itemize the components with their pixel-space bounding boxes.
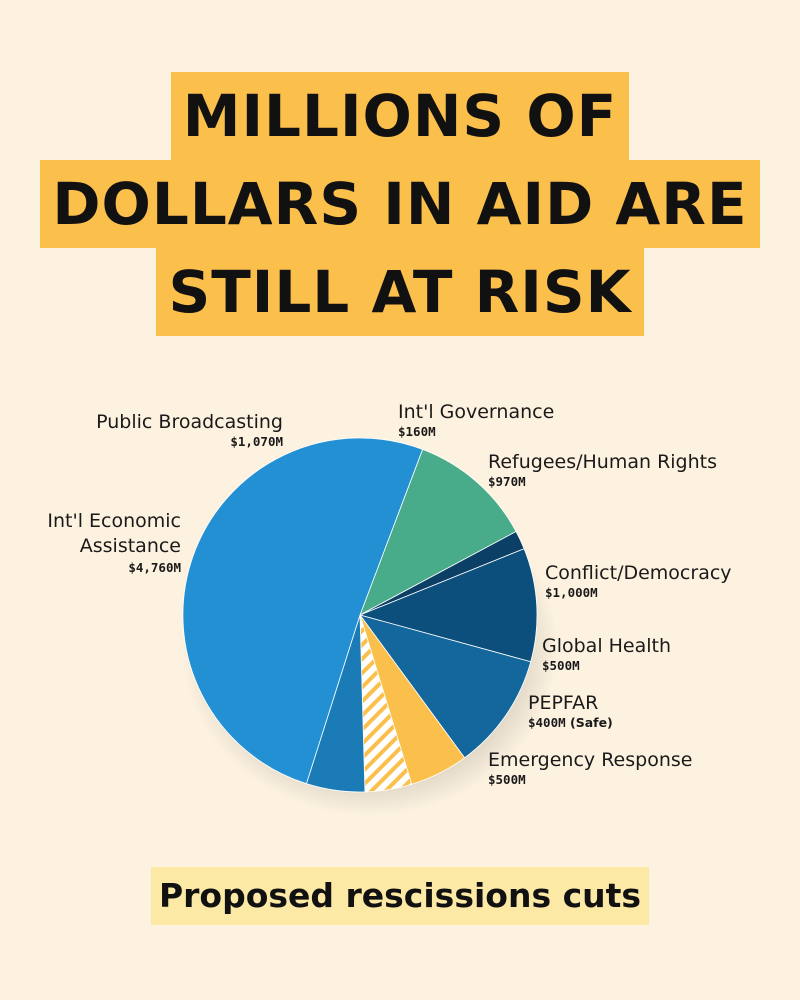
label-pepfar: PEPFAR$400M (Safe) [528, 692, 613, 730]
slice-name: Conflict/Democracy [545, 562, 732, 584]
slice-public-broadcasting [359, 448, 517, 616]
slice-conflict-democracy [358, 614, 532, 759]
slice-name: Emergency Response [488, 749, 692, 771]
pie-slices [182, 437, 538, 793]
slice-int-l-economic-assistance [182, 437, 424, 785]
headline-line-1: MILLIONS OF [170, 72, 630, 160]
slice-name: Global Health [542, 635, 671, 657]
label-public-broadcasting: Public Broadcasting$1,070M [96, 411, 283, 449]
pie-labels: Public Broadcasting$1,070M Int'l Governan… [47, 401, 731, 787]
pie-chart: Public Broadcasting$1,070M Int'l Governan… [47, 401, 732, 816]
label-int-l-governance: Int'l Governance$160M [398, 401, 554, 439]
slice-note: (Safe) [566, 715, 613, 730]
slice-name: Int'l Governance [398, 401, 554, 423]
label-emergency-response: Emergency Response$500M [488, 749, 692, 787]
label-int-l-economic-assistance: Int'l Economic Assistance $4,760M [47, 510, 181, 575]
slice-value: $500M [542, 658, 580, 673]
label-refugees-human-rights: Refugees/Human Rights$970M [488, 451, 717, 489]
label-global-health: Global Health$500M [542, 635, 671, 673]
slice-name: PEPFAR [528, 692, 598, 714]
slice-value: $1,000M [545, 585, 598, 600]
slice-value: $400M (Safe) [528, 715, 613, 730]
slice-value: $1,070M [230, 434, 283, 449]
headline-line-3: STILL AT RISK [156, 248, 644, 336]
slice-value: $160M [398, 424, 436, 439]
slice-name: Public Broadcasting [96, 411, 283, 433]
footer: Proposed rescissions cuts [0, 867, 800, 925]
slice-value: $4,760M [128, 560, 181, 575]
slice-name: Refugees/Human Rights [488, 451, 717, 473]
slice-value: $970M [488, 474, 526, 489]
slice-refugees-human-rights [358, 548, 538, 663]
footer-caption: Proposed rescissions cuts [150, 867, 650, 925]
headline: MILLIONS OF DOLLARS IN AID ARE STILL AT … [0, 72, 800, 336]
label-conflict-democracy: Conflict/Democracy$1,000M [545, 562, 732, 600]
headline-line-2: DOLLARS IN AID ARE [40, 160, 760, 248]
slice-name-line: Int'l Economic [47, 510, 181, 532]
slice-value: $500M [488, 772, 526, 787]
slice-name-line: Assistance [80, 535, 181, 557]
